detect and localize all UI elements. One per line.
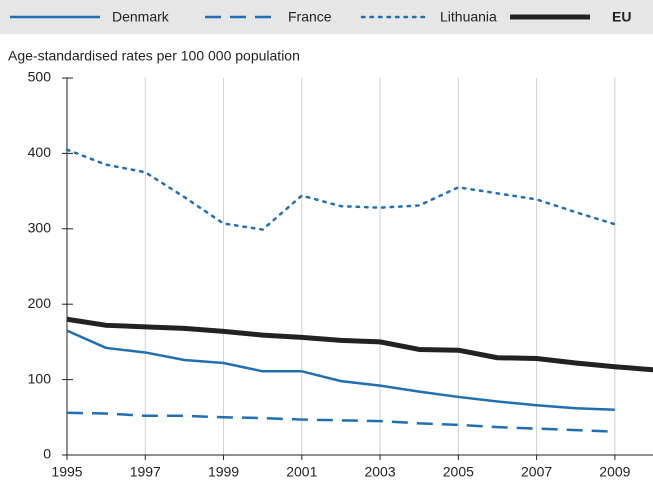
y-tick-label: 0 (43, 446, 51, 462)
x-tick-label: 2005 (443, 464, 474, 480)
y-axis-label: Age-standardised rates per 100 000 popul… (8, 48, 300, 64)
legend-label: EU (612, 9, 631, 25)
line-series (65, 148, 617, 231)
legend-label: Denmark (112, 9, 170, 25)
line-series (66, 316, 653, 373)
x-tick-label: 2003 (364, 464, 395, 480)
line-series (66, 329, 615, 412)
x-tick-label: 1999 (208, 464, 239, 480)
y-tick-label: 500 (28, 69, 52, 85)
y-tick-label: 200 (28, 295, 52, 311)
x-tick-label: 1995 (51, 464, 82, 480)
x-tick-label: 2009 (599, 464, 630, 480)
x-tick-label: 1997 (130, 464, 161, 480)
y-tick-label: 100 (28, 370, 52, 386)
y-tick-label: 300 (28, 220, 52, 236)
line-series (66, 411, 615, 433)
x-tick-label: 2007 (521, 464, 552, 480)
x-tick-label: 2001 (286, 464, 317, 480)
legend-label: France (288, 9, 332, 25)
y-tick-label: 400 (28, 144, 52, 160)
legend-label: Lithuania (440, 9, 497, 25)
